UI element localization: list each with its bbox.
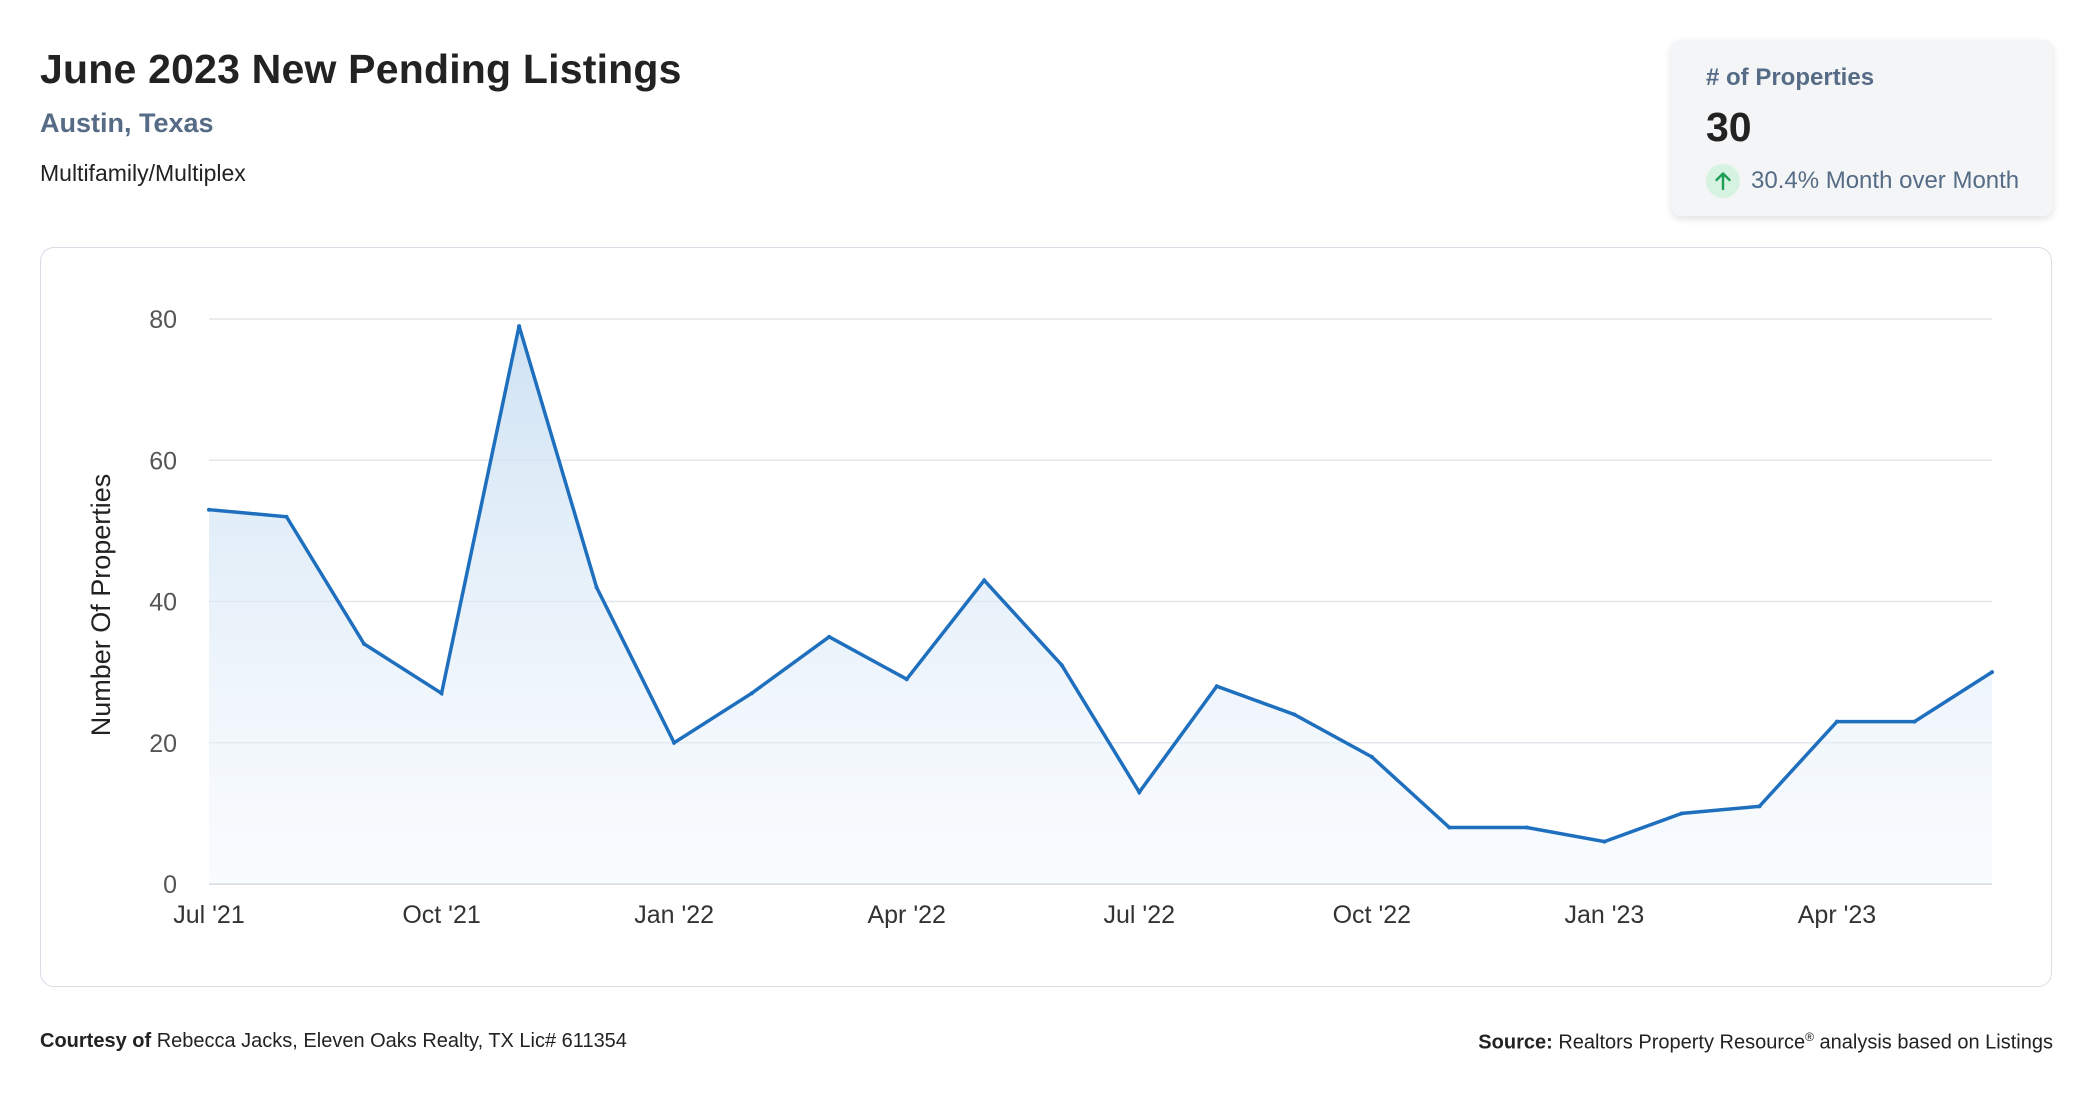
data-point-2021-09 — [362, 641, 367, 646]
y-tick-label: 40 — [149, 589, 177, 617]
data-point-2023-05 — [1912, 719, 1917, 724]
data-point-2021-07 — [207, 507, 211, 512]
x-tick-label: Apr '22 — [867, 901, 945, 929]
data-point-2023-04 — [1834, 719, 1839, 724]
registered-mark: ® — [1805, 1030, 1814, 1044]
data-point-2022-04 — [904, 677, 909, 682]
stat-change: 30.4% Month over Month — [1706, 164, 2019, 198]
data-point-2021-10 — [439, 691, 444, 696]
data-point-2022-05 — [982, 578, 987, 583]
x-tick-label: Oct '21 — [402, 901, 480, 929]
stat-value: 30 — [1706, 104, 1752, 150]
area-fill — [209, 326, 1992, 884]
x-tick-label: Jul '22 — [1104, 901, 1175, 929]
data-point-2022-01 — [672, 740, 677, 745]
data-point-2022-06 — [1059, 663, 1064, 668]
data-point-2021-08 — [284, 514, 289, 519]
stat-card: # of Properties 30 30.4% Month over Mont… — [1671, 40, 2053, 216]
x-tick-label: Jul '21 — [173, 901, 244, 929]
data-point-2023-01 — [1602, 839, 1607, 844]
y-tick-label: 60 — [149, 447, 177, 475]
data-point-2022-10 — [1369, 754, 1374, 759]
location-subtitle: Austin, Texas — [40, 108, 214, 138]
series-line — [208, 325, 1993, 844]
page-title: June 2023 New Pending Listings — [40, 46, 682, 92]
x-tick-label: Jan '23 — [1564, 901, 1644, 929]
data-point-2022-02 — [749, 691, 754, 696]
data-point-2023-02 — [1679, 811, 1684, 816]
arrow-up-icon — [1706, 164, 1740, 198]
x-tick-label: Oct '22 — [1333, 901, 1411, 929]
data-point-2021-12 — [594, 585, 599, 590]
stat-change-text: 30.4% Month over Month — [1751, 167, 2020, 194]
y-axis-label: Number Of Properties — [86, 474, 116, 737]
y-tick-label: 0 — [163, 871, 177, 899]
x-tick-label: Jan '22 — [634, 901, 714, 929]
data-point-2021-11 — [517, 324, 522, 329]
y-tick-label: 20 — [149, 730, 177, 758]
courtesy-footer: Courtesy of Rebecca Jacks, Eleven Oaks R… — [40, 1030, 627, 1053]
data-point-2022-12 — [1524, 825, 1529, 830]
data-point-2023-06 — [1990, 670, 1994, 675]
source-suffix: analysis based on Listings — [1819, 1031, 2053, 1054]
data-point-2022-09 — [1292, 712, 1297, 717]
data-point-2022-07 — [1137, 790, 1142, 795]
stat-label: # of Properties — [1706, 64, 1875, 91]
area-layer — [209, 326, 1992, 884]
x-tick-label: Apr '23 — [1798, 901, 1876, 929]
line-layer — [207, 324, 1994, 844]
source-footer: Source: Realtors Property Resource® anal… — [1478, 1030, 2053, 1055]
property-type-label: Multifamily/Multiplex — [40, 160, 246, 186]
y-tick-labels: 0 20 40 60 80 — [149, 306, 177, 899]
data-point-2022-03 — [827, 634, 832, 639]
data-point-2022-08 — [1214, 684, 1219, 689]
chart-panel: 0 20 40 60 80 Jul '21 Oct '21 Jan '22 Apr '22 Ju… — [40, 247, 2052, 987]
y-tick-label: 80 — [149, 306, 177, 334]
courtesy-label: Courtesy of — [40, 1030, 152, 1052]
data-point-2022-11 — [1447, 825, 1452, 830]
courtesy-text: Rebecca Jacks, Eleven Oaks Realty, TX Li… — [156, 1030, 627, 1052]
source-label: Source: — [1478, 1031, 1553, 1054]
data-point-2023-03 — [1757, 804, 1762, 809]
source-text: Realtors Property Resource — [1558, 1031, 1806, 1054]
x-tick-labels: Jul '21 Oct '21 Jan '22 Apr '22 Jul '22 Oct '… — [173, 901, 1876, 929]
